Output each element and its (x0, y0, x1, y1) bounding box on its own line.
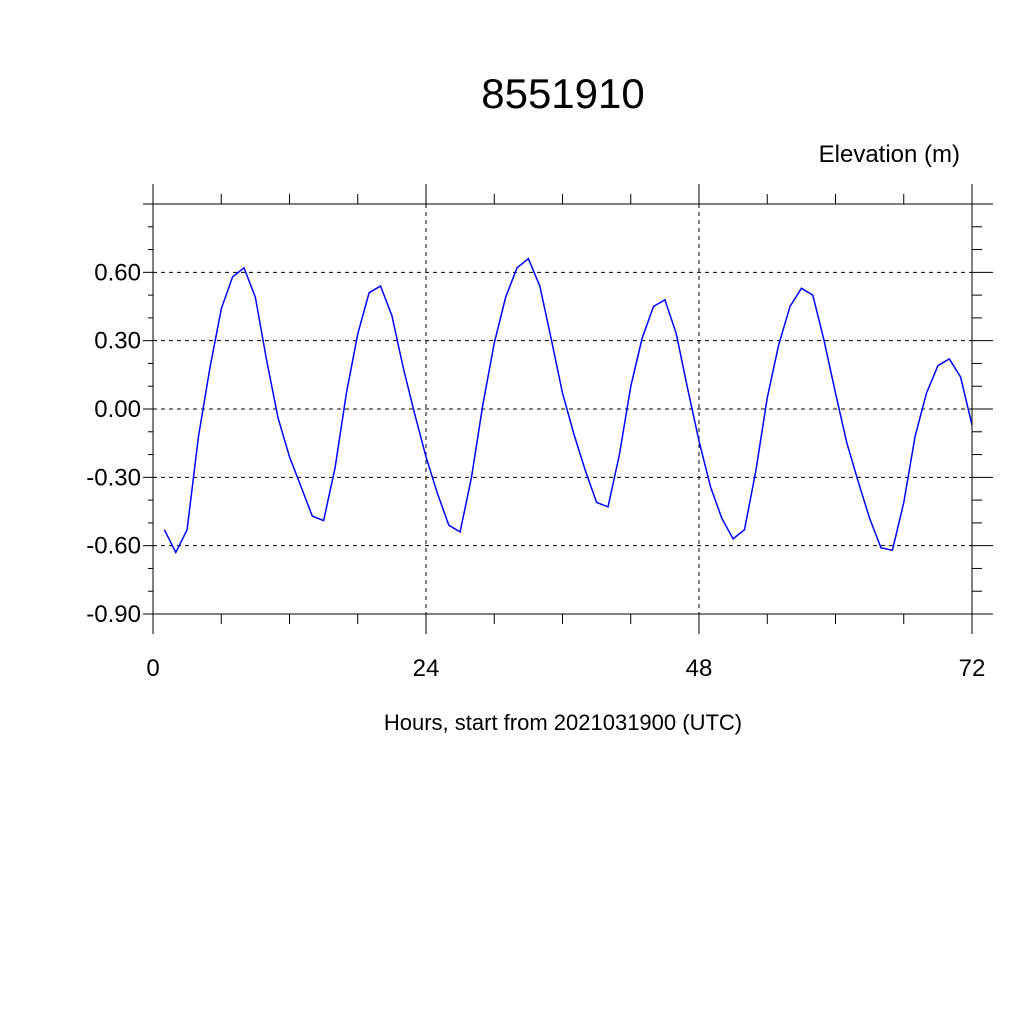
y-tick-label: -0.30 (86, 464, 141, 491)
y-tick-label: 0.60 (94, 259, 141, 286)
x-tick-label: 72 (959, 655, 986, 682)
y-axis-label: Elevation (m) (819, 141, 960, 168)
ticks (143, 184, 993, 634)
x-tick-label: 48 (686, 655, 713, 682)
y-tick-label: -0.60 (86, 533, 141, 560)
x-tick-label: 0 (146, 655, 159, 682)
grid (153, 204, 972, 614)
x-tick-label: 24 (413, 655, 440, 682)
x-axis-label: Hours, start from 2021031900 (UTC) (384, 710, 742, 735)
y-tick-label: -0.90 (86, 601, 141, 628)
y-tick-label: 0.30 (94, 328, 141, 355)
y-tick-label: 0.00 (94, 396, 141, 423)
chart-title: 8551910 (481, 70, 645, 117)
tick-labels: 0 24 48 72 -0.90 -0.60 -0.30 0.00 0.30 0.60 (86, 259, 985, 682)
series-line (163, 257, 973, 555)
plot-frame (152, 203, 973, 615)
